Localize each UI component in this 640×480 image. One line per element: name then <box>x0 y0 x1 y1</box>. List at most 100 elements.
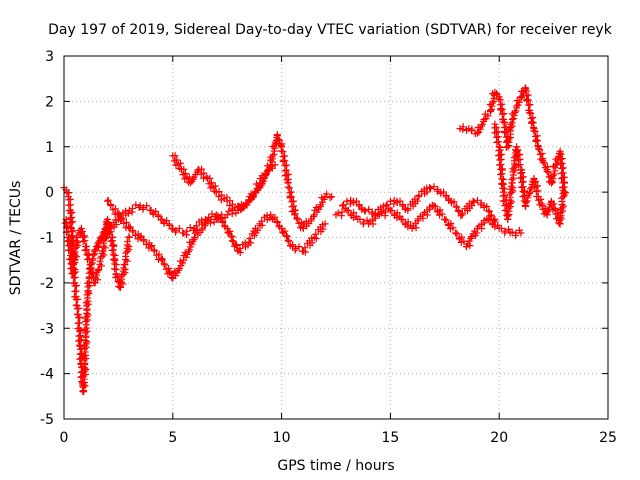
data-point <box>478 120 486 128</box>
data-point <box>544 208 552 216</box>
data-point <box>123 257 131 265</box>
data-point <box>275 136 283 144</box>
data-point <box>523 197 531 205</box>
data-point <box>111 265 119 273</box>
plot-frame <box>63 55 609 420</box>
data-point <box>79 237 87 245</box>
data-point <box>475 128 483 136</box>
data-point <box>494 221 502 229</box>
data-point <box>212 215 220 223</box>
data-point <box>73 253 81 261</box>
data-point <box>82 299 90 307</box>
data-point <box>105 226 113 234</box>
data-point <box>82 365 90 373</box>
y-tick-label: 2 <box>45 94 54 110</box>
data-point <box>97 262 105 270</box>
data-point <box>508 176 516 184</box>
data-point <box>466 242 474 250</box>
y-axis-label: SDTVAR / TECUs <box>8 181 24 296</box>
data-point <box>556 159 564 167</box>
data-point <box>75 304 83 312</box>
data-point <box>508 198 516 206</box>
data-point <box>81 326 89 334</box>
data-point <box>480 219 488 227</box>
data-point <box>512 107 520 115</box>
data-point <box>497 105 505 113</box>
data-point <box>508 228 516 236</box>
data-point <box>431 203 439 211</box>
x-tick-label: 25 <box>599 430 617 446</box>
data-point <box>284 236 292 244</box>
data-point <box>94 265 102 273</box>
data-point <box>499 197 507 205</box>
data-point <box>499 184 507 192</box>
data-point <box>549 172 557 180</box>
data-point <box>207 179 215 187</box>
data-point <box>201 222 209 230</box>
data-point <box>100 251 108 259</box>
y-tick-label: -4 <box>40 367 54 383</box>
data-point <box>526 188 534 196</box>
data-point <box>129 227 137 235</box>
data-point <box>158 255 166 263</box>
data-point <box>108 247 116 254</box>
data-point <box>442 216 450 224</box>
data-point <box>239 204 247 212</box>
data-point <box>499 118 507 126</box>
data-point <box>501 127 509 135</box>
data-point <box>498 180 506 188</box>
data-point <box>73 233 81 241</box>
data-point <box>312 230 320 238</box>
data-point <box>494 138 502 146</box>
data-point <box>271 213 279 221</box>
data-point <box>114 209 122 217</box>
data-point <box>372 210 380 218</box>
data-point <box>534 187 542 195</box>
data-point <box>523 96 531 103</box>
data-point <box>189 237 197 245</box>
data-point <box>219 218 227 226</box>
data-point <box>510 111 518 119</box>
data-point <box>415 191 423 199</box>
data-point <box>84 311 92 319</box>
data-point <box>338 208 346 216</box>
grid-lines <box>64 56 608 419</box>
data-point <box>518 183 526 191</box>
y-tick-label: 1 <box>45 140 54 156</box>
data-point <box>295 243 303 251</box>
data-point <box>84 279 92 287</box>
data-point <box>454 207 462 215</box>
data-point <box>468 125 476 133</box>
data-point <box>513 152 521 160</box>
data-point <box>265 165 273 173</box>
data-point <box>94 276 102 284</box>
data-point <box>426 205 434 213</box>
data-point <box>226 227 234 235</box>
data-point <box>258 217 266 225</box>
data-point <box>116 283 124 291</box>
data-point <box>247 239 255 247</box>
data-point <box>538 150 546 158</box>
data-point <box>277 147 285 155</box>
series-track-b <box>104 131 336 282</box>
data-point <box>495 95 503 103</box>
series-mid-band <box>332 201 525 251</box>
data-point <box>63 237 71 245</box>
data-point <box>80 353 88 361</box>
data-point <box>396 212 404 220</box>
data-point <box>509 114 517 122</box>
data-point <box>236 245 244 253</box>
data-point <box>77 228 85 236</box>
series-track-a <box>93 201 329 257</box>
data-point <box>503 212 511 220</box>
data-point <box>413 197 421 205</box>
data-point <box>74 295 82 303</box>
data-point <box>519 193 527 201</box>
data-point <box>282 232 290 240</box>
data-point <box>120 260 128 268</box>
data-point <box>161 261 169 269</box>
data-point <box>560 202 568 210</box>
series-early-spread <box>61 215 133 291</box>
data-point <box>516 160 524 168</box>
